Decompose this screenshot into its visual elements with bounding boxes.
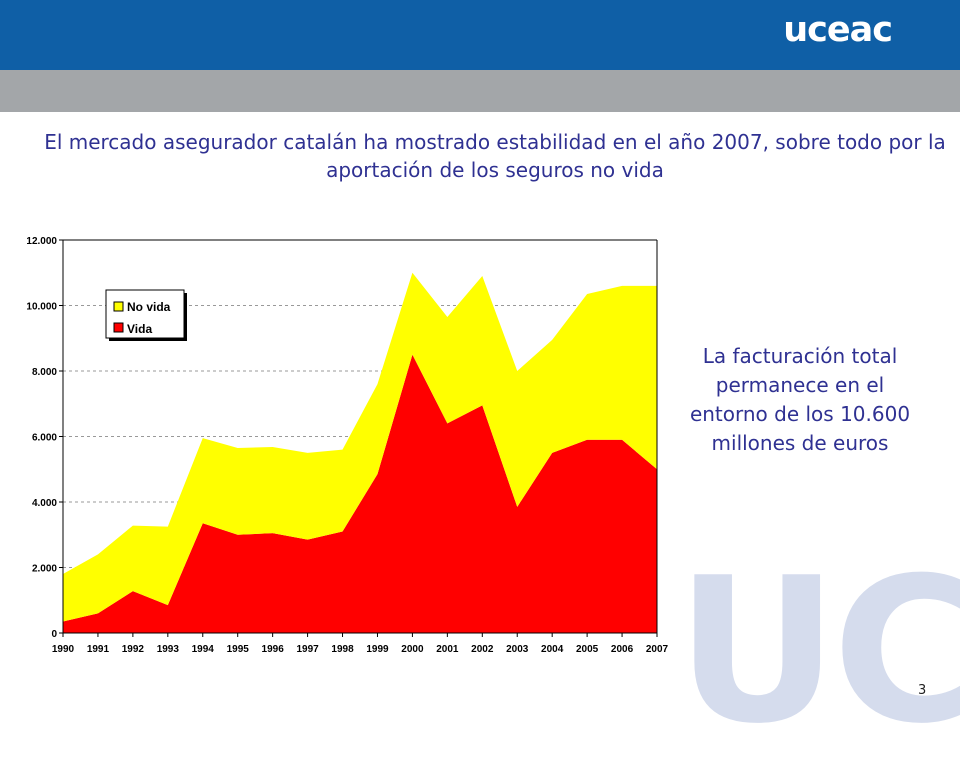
x-tick-label: 1991	[87, 644, 110, 655]
uceac-logo: uceac	[783, 10, 893, 50]
chart-legend: No vida Vida	[105, 289, 187, 341]
y-tick-label: 4.000	[32, 498, 57, 509]
header-stripe	[0, 70, 960, 112]
x-tick-label: 2001	[436, 644, 459, 655]
y-tick-label: 8.000	[32, 367, 57, 378]
x-tick-label: 2000	[401, 644, 424, 655]
header-bar	[0, 0, 960, 70]
y-tick-label: 6.000	[32, 433, 57, 444]
y-tick-label: 12.000	[26, 236, 57, 247]
legend-label-vida: Vida	[127, 322, 152, 336]
x-tick-label: 1999	[366, 644, 389, 655]
chart-axes	[59, 239, 658, 637]
x-tick-label: 1992	[122, 644, 145, 655]
x-tick-label: 2005	[576, 644, 599, 655]
x-tick-label: 1990	[52, 644, 75, 655]
stacked-area-chart: 0 2.000 4.000 6.000 8.000 10.000 12.000 1990 199…	[26, 236, 668, 655]
y-tick-label: 0	[51, 629, 57, 640]
x-tick-label: 2003	[506, 644, 529, 655]
side-note: La facturación total permanece en el ent…	[689, 344, 911, 455]
x-tick-label: 2002	[471, 644, 494, 655]
x-tick-label: 2006	[611, 644, 634, 655]
x-tick-label: 1997	[296, 644, 319, 655]
x-tick-label: 1993	[157, 644, 180, 655]
chart-areas	[63, 272, 657, 633]
x-tick-label: 2007	[646, 644, 669, 655]
x-tick-label: 1994	[192, 644, 215, 655]
x-tick-label: 2004	[541, 644, 564, 655]
x-tick-label: 1998	[331, 644, 354, 655]
chart-tick-labels: 0 2.000 4.000 6.000 8.000 10.000 12.000 1990 199…	[26, 236, 668, 655]
y-tick-label: 2.000	[32, 564, 57, 575]
uc-watermark: UC	[676, 535, 960, 768]
y-tick-label: 10.000	[26, 302, 57, 313]
x-tick-label: 1995	[227, 644, 250, 655]
page-number: 3	[918, 683, 927, 698]
area-series-no-vida	[63, 272, 657, 622]
area-series-vida	[63, 354, 657, 633]
slide-headline: El mercado asegurador catalán ha mostrad…	[44, 130, 946, 182]
legend-swatch-vida	[113, 322, 124, 333]
legend-swatch-no-vida	[113, 301, 124, 312]
legend-label-no-vida: No vida	[127, 300, 171, 314]
x-tick-label: 1996	[262, 644, 285, 655]
